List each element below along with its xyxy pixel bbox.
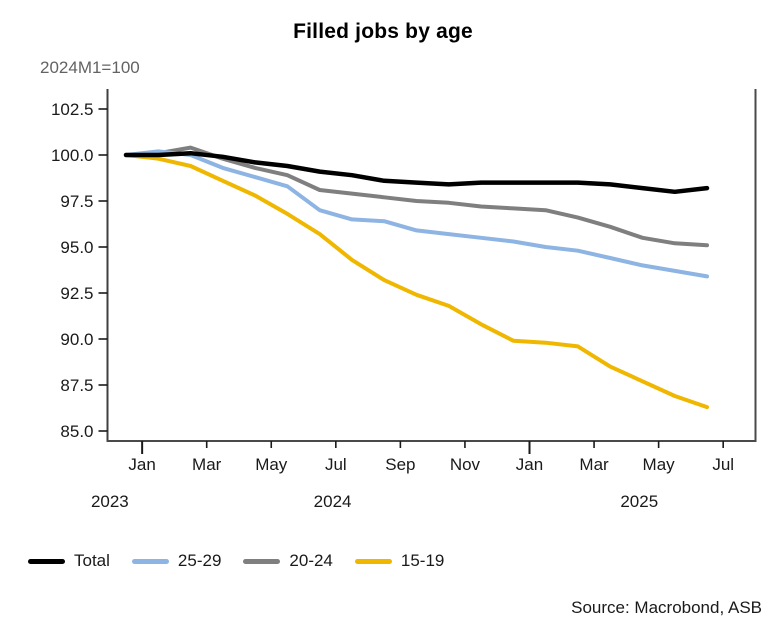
x-tick-label: Jan: [128, 455, 155, 474]
year-label: 2023: [91, 492, 129, 511]
x-tick-label: Mar: [579, 455, 609, 474]
series-line-25-29: [124, 149, 709, 279]
legend-label: 20-24: [289, 551, 333, 570]
y-tick-label: 102.5: [51, 100, 94, 119]
x-tick-label: Jul: [712, 455, 734, 474]
chart-title: Filled jobs by age: [293, 20, 473, 43]
x-tick-label: Jan: [516, 455, 543, 474]
y-tick-label: 100.0: [51, 146, 94, 165]
series-line-15-19: [124, 153, 709, 410]
legend-swatch-20-24: [243, 558, 281, 564]
chart-subtitle-units: 2024M1=100: [40, 58, 140, 77]
legend-item-total: Total: [28, 551, 110, 571]
x-tick-label: Jul: [325, 455, 347, 474]
x-tick-label: Nov: [450, 455, 481, 474]
year-label: 2025: [620, 492, 658, 511]
year-label: 2024: [314, 492, 352, 511]
legend-label: 15-19: [400, 551, 445, 570]
chart-legend: Total 25-29 20-24 15-19: [28, 551, 444, 571]
x-tick-label: Mar: [192, 455, 222, 474]
series-line-total: [123, 150, 710, 195]
y-tick-label: 87.5: [60, 376, 93, 395]
x-tick-label: May: [643, 455, 676, 474]
legend-label: Total: [74, 551, 110, 570]
legend-swatch-total: [28, 558, 65, 564]
y-tick-label: 95.0: [60, 238, 93, 257]
y-tick-label: 92.5: [60, 284, 93, 303]
x-tick-label: Sep: [385, 455, 415, 474]
legend-swatch-25-29: [131, 558, 169, 564]
legend-item-15-19: 15-19: [354, 551, 445, 571]
legend-item-20-24: 20-24: [243, 551, 333, 571]
line-chart: 102.5 100.0 97.5 95.0 92.5 90.0 87.5 85.0 Jan Mar…: [51, 89, 757, 511]
y-tick-label: 97.5: [60, 192, 93, 211]
legend-item-25-29: 25-29: [131, 551, 222, 571]
x-tick-label: May: [255, 455, 288, 474]
source-attribution: Source: Macrobond, ASB: [571, 598, 762, 617]
legend-label: 25-29: [177, 551, 222, 570]
legend-swatch-15-19: [354, 558, 392, 564]
y-tick-label: 85.0: [60, 422, 93, 441]
y-tick-label: 90.0: [60, 330, 93, 349]
